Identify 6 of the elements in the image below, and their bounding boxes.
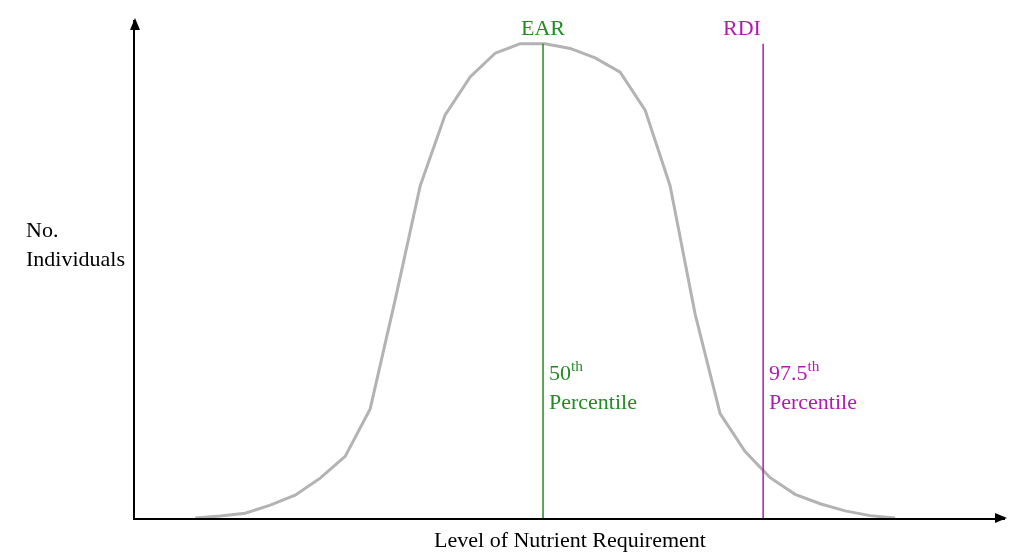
text: RDI — [723, 15, 761, 40]
text: EAR — [521, 15, 566, 40]
annotation: 97.5$^{th}$ Percentile — [769, 357, 857, 414]
annotation: 50$^{th}$ Percentile — [549, 357, 637, 414]
x-axis-title: Level of Nutrient Requirement — [434, 526, 706, 552]
y-axis-title: No. Individuals — [26, 217, 125, 271]
